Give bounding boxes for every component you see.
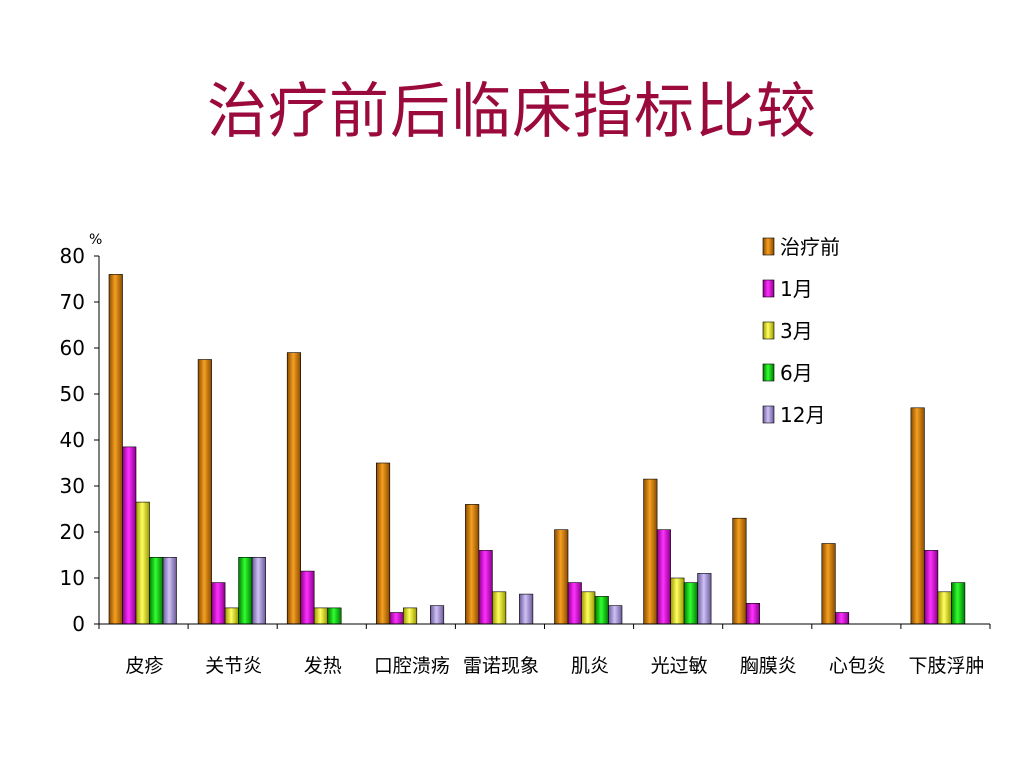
bar-光过敏-1月 xyxy=(656,529,671,625)
bar-关节炎-6月 xyxy=(238,556,253,625)
y-tick-label: 10 xyxy=(60,566,85,590)
bar-光过敏-6月 xyxy=(683,582,698,625)
bar-下肢浮肿-3月 xyxy=(937,591,952,625)
bar-光过敏-12月 xyxy=(697,573,712,625)
y-tick-label: 20 xyxy=(60,520,85,544)
bar-肌炎-治疗前 xyxy=(554,529,569,625)
bar-肌炎-1月 xyxy=(567,582,582,625)
bar-发热-1月 xyxy=(300,570,315,625)
x-tick-label: 口腔溃疡 xyxy=(374,655,450,677)
bar-光过敏-治疗前 xyxy=(643,478,658,625)
bar-关节炎-治疗前 xyxy=(197,359,212,625)
x-tick-label: 皮疹 xyxy=(126,655,164,677)
bar-光过敏-3月 xyxy=(670,577,685,625)
x-tick-label: 胸膜炎 xyxy=(740,655,797,677)
bar-发热-3月 xyxy=(313,607,329,625)
legend-swatch xyxy=(762,279,775,298)
bar-胸膜炎-1月 xyxy=(745,602,761,625)
bar-口腔溃疡-12月 xyxy=(429,605,445,625)
bar-关节炎-3月 xyxy=(224,607,239,625)
bar-下肢浮肿-治疗前 xyxy=(910,407,925,625)
legend-label: 3月 xyxy=(780,319,813,343)
bar-肌炎-3月 xyxy=(581,591,596,625)
bar-心包炎-1月 xyxy=(834,612,850,625)
y-tick-label: 70 xyxy=(60,290,85,314)
legend-label: 1月 xyxy=(780,277,813,301)
x-tick-label: 雷诺现象 xyxy=(463,655,539,677)
bar-发热-6月 xyxy=(327,607,342,625)
bar-皮疹-治疗前 xyxy=(108,274,123,625)
bar-皮疹-12月 xyxy=(162,556,177,625)
x-tick-label: 关节炎 xyxy=(205,655,262,677)
bar-雷诺现象-治疗前 xyxy=(465,504,480,625)
bar-雷诺现象-3月 xyxy=(492,591,507,625)
y-tick-label: 80 xyxy=(60,244,85,268)
bar-皮疹-3月 xyxy=(135,501,150,625)
legend-label: 6月 xyxy=(780,361,813,385)
bar-皮疹-6月 xyxy=(149,556,164,625)
bar-关节炎-12月 xyxy=(251,556,266,625)
bar-肌炎-6月 xyxy=(594,596,609,625)
bar-口腔溃疡-1月 xyxy=(389,612,404,625)
y-unit-label: % xyxy=(89,232,102,248)
bar-发热-治疗前 xyxy=(286,352,302,625)
y-tick-label: 40 xyxy=(60,428,85,452)
x-tick-label: 下肢浮肿 xyxy=(908,655,984,677)
bar-肌炎-12月 xyxy=(608,605,623,625)
legend-swatch xyxy=(762,321,775,340)
y-tick-label: 0 xyxy=(72,612,85,636)
bar-胸膜炎-治疗前 xyxy=(732,517,747,625)
x-tick-label: 肌炎 xyxy=(571,655,609,677)
bar-雷诺现象-12月 xyxy=(519,593,534,625)
y-tick-label: 50 xyxy=(60,382,85,406)
legend-swatch xyxy=(762,237,775,256)
bar-雷诺现象-1月 xyxy=(478,550,493,625)
legend-label: 12月 xyxy=(780,403,825,427)
bar-心包炎-治疗前 xyxy=(821,543,836,625)
legend-label: 治疗前 xyxy=(780,235,840,259)
bar-关节炎-1月 xyxy=(211,582,226,625)
y-tick-label: 60 xyxy=(60,336,85,360)
legend-swatch xyxy=(762,363,775,382)
bar-下肢浮肿-6月 xyxy=(951,582,966,625)
y-tick-label: 30 xyxy=(60,474,85,498)
x-tick-label: 心包炎 xyxy=(829,655,886,677)
bar-皮疹-1月 xyxy=(122,446,137,625)
legend-swatch xyxy=(762,405,775,424)
x-tick-label: 光过敏 xyxy=(651,655,708,677)
bar-下肢浮肿-1月 xyxy=(924,550,939,625)
slide-title: 治疗前后临床指标比较 xyxy=(207,77,817,147)
bar-口腔溃疡-治疗前 xyxy=(375,462,391,625)
x-tick-label: 发热 xyxy=(304,655,342,677)
bar-口腔溃疡-3月 xyxy=(402,607,418,625)
